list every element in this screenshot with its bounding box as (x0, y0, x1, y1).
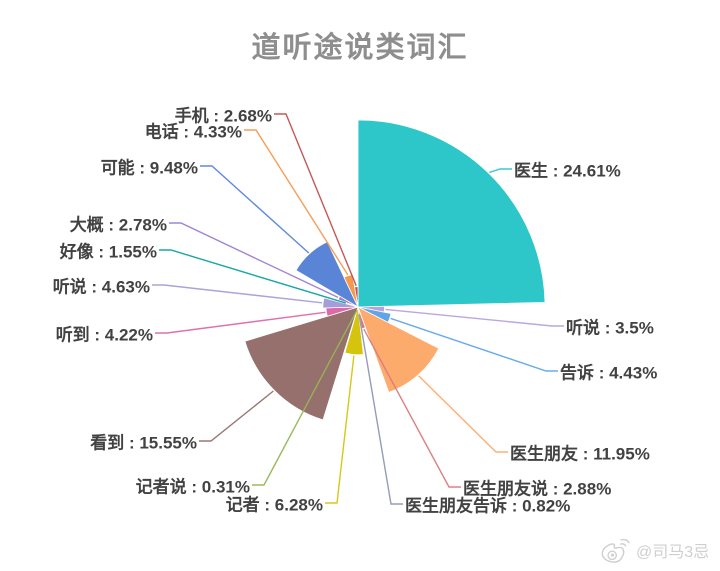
slice-label-9: 听到 : 4.22% (55, 325, 153, 345)
label-line-15 (274, 113, 357, 286)
slice-label-15: 手机 : 2.68% (174, 106, 272, 126)
slice-label-4: 医生朋友说 : 2.88% (463, 479, 612, 499)
watermark-handle: @司马3忌 (636, 543, 710, 561)
slice-label-11: 好像 : 1.55% (59, 242, 157, 262)
label-line-10 (152, 284, 323, 304)
label-line-9 (155, 311, 326, 334)
label-line-4 (363, 328, 461, 488)
weibo-icon (596, 534, 632, 565)
label-line-0 (489, 168, 512, 174)
slice-label-13: 可能 : 9.48% (100, 158, 198, 178)
slice-label-2: 告诉 : 4.43% (560, 363, 658, 383)
pie-slice-10[interactable] (322, 297, 359, 309)
label-line-13 (200, 165, 310, 254)
slice-label-7: 记者说 : 0.31% (135, 477, 250, 497)
label-line-12 (169, 222, 339, 299)
slice-label-1: 听说 : 3.5% (566, 318, 654, 338)
slice-label-6: 记者 : 6.28% (225, 495, 323, 515)
pie-slice-14[interactable] (343, 274, 359, 308)
label-line-1 (385, 308, 564, 327)
slice-label-10: 听说 : 4.63% (52, 277, 150, 297)
label-line-11 (159, 249, 347, 304)
label-line-2 (390, 317, 558, 372)
watermark: @司马3忌 (596, 534, 709, 565)
label-line-14 (244, 129, 349, 276)
slice-label-5: 医生朋友告诉 : 0.82% (405, 496, 571, 516)
pie-slice-15[interactable] (354, 286, 359, 308)
label-line-7 (252, 309, 358, 486)
pie-slice-8[interactable] (244, 306, 359, 421)
pie-slice-3[interactable] (357, 306, 440, 393)
slice-label-0: 医生 : 24.61% (514, 161, 621, 181)
label-line-3 (418, 375, 508, 453)
slice-label-12: 大概 : 2.78% (69, 215, 167, 235)
label-line-6 (325, 355, 355, 504)
pie-slice-0[interactable] (357, 119, 546, 308)
label-line-8 (199, 390, 274, 442)
pie-slice-6[interactable] (344, 306, 364, 356)
slice-label-14: 电话 : 4.33% (144, 122, 242, 142)
label-line-5 (358, 314, 403, 505)
slice-label-8: 看到 : 15.55% (90, 433, 197, 453)
chart-title: 道听途说类词汇 (251, 32, 469, 64)
slice-label-3: 医生朋友 : 11.95% (510, 444, 650, 464)
